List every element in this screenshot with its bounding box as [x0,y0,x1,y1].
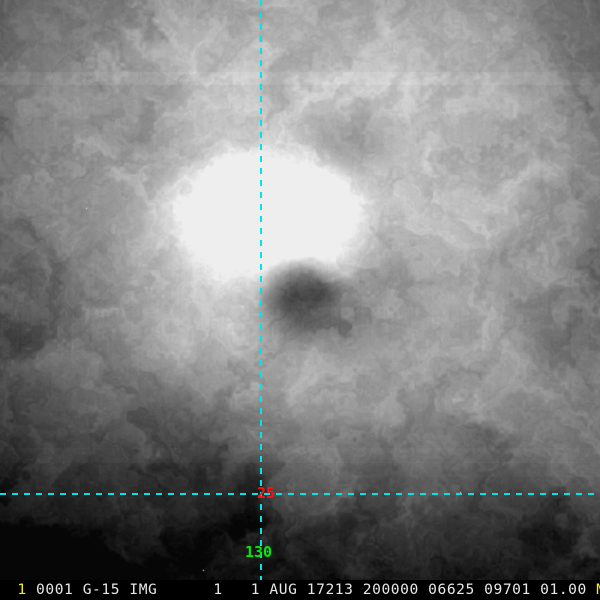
software-name: McIDAS [596,581,600,598]
image-metadata: 0001 G-15 IMG 1 1 AUG 17213 200000 06625… [26,581,597,598]
satellite-image-viewport[interactable] [0,0,600,580]
satellite-image-canvas[interactable] [0,0,600,580]
status-leading-space [8,581,17,598]
status-bar-text: 1 0001 G-15 IMG 1 1 AUG 17213 200000 066… [8,580,600,600]
image-info-status-bar: 1 0001 G-15 IMG 1 1 AUG 17213 200000 066… [0,580,600,600]
frame-number: 1 [17,581,27,598]
